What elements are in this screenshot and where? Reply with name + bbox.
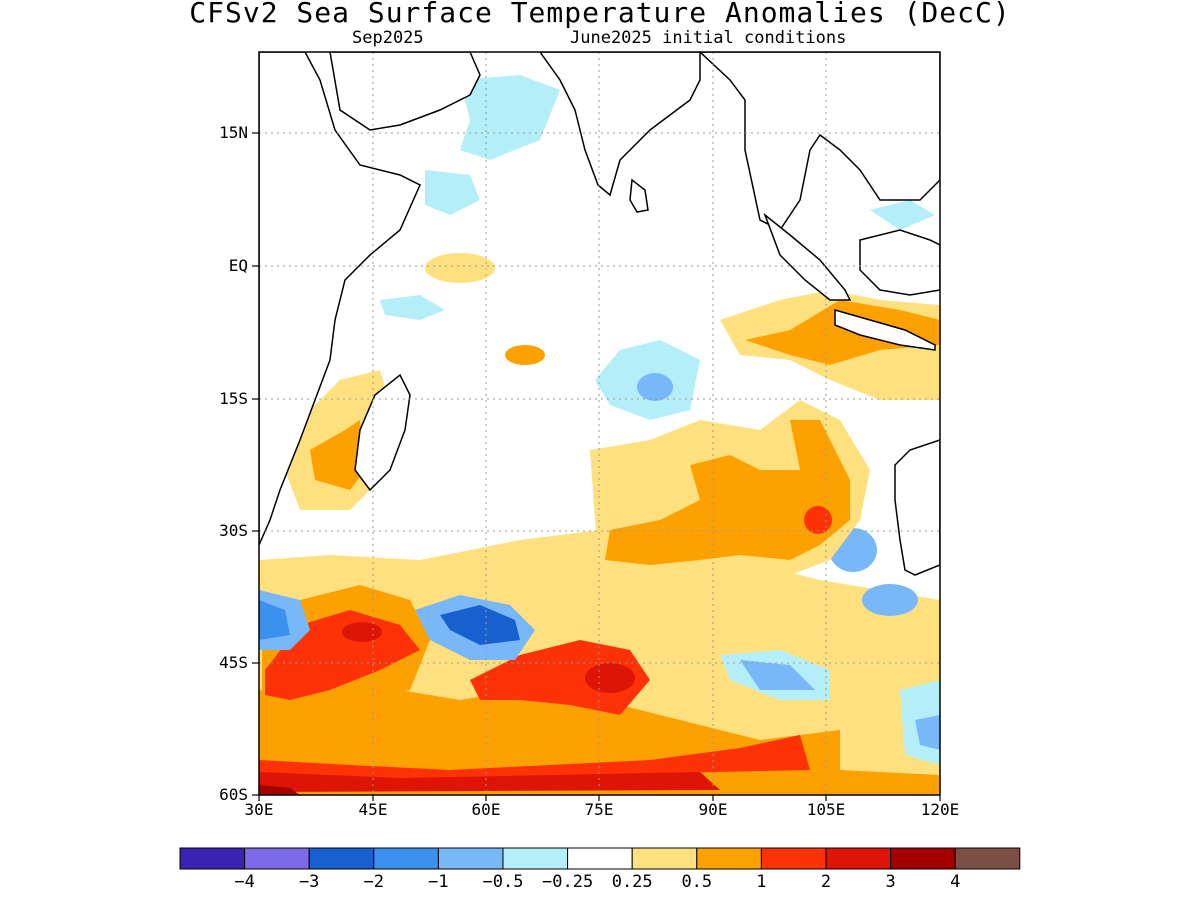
anomaly-region-south-of-australia-blue <box>862 584 918 616</box>
colorbar-label: 4 <box>950 872 961 892</box>
anomaly-region-madagascar-orange <box>310 420 365 490</box>
lon-label: 120E <box>920 800 960 819</box>
colorbar <box>179 847 1021 870</box>
lon-label: 105E <box>806 800 846 819</box>
colorbar-swatch <box>437 847 504 870</box>
colorbar-swatch <box>890 847 956 870</box>
lat-label: 45S <box>219 653 248 672</box>
india-coastline <box>539 52 701 197</box>
colorbar-label: 0.5 <box>681 872 713 892</box>
anomaly-region-westeq-lightblue <box>380 295 445 320</box>
colorbar-swatch <box>696 847 762 870</box>
madagascar-coastline <box>354 373 411 492</box>
anomaly-region-somali-lightblue <box>425 170 480 215</box>
colorbar-swatch <box>631 847 698 870</box>
colorbar-swatch <box>567 847 633 870</box>
forecast-month: Sep2025 <box>352 28 424 48</box>
colorbar-label: 3 <box>885 872 896 892</box>
anomaly-region-indonesia-orange <box>745 300 940 365</box>
colorbar-label: −1 <box>428 872 449 892</box>
africa-coastline <box>259 52 421 546</box>
colorbar-swatch <box>179 847 246 870</box>
anomaly-region-west-darkred <box>342 622 382 642</box>
arabia-coastline <box>329 52 481 131</box>
lat-label: 15S <box>219 389 248 408</box>
map-title: CFSv2 Sea Surface Temperature Anomalies … <box>189 0 1011 29</box>
lon-label: 45E <box>358 800 388 819</box>
colorbar-label: −3 <box>298 872 320 892</box>
colorbar-label: 2 <box>820 872 832 892</box>
anomaly-region-equatorial-yellow <box>425 253 495 283</box>
anomaly-region-east-blue-core <box>915 715 940 750</box>
colorbar-label: −4 <box>234 872 255 892</box>
anomaly-region-south-red <box>259 735 810 782</box>
anomaly-region-central-darkred <box>585 663 635 693</box>
colorbar-label: 0.25 <box>611 872 653 892</box>
anomaly-field <box>259 75 940 795</box>
anomaly-region-arabian-lightblue <box>460 75 560 160</box>
anomaly-region-southeast-blue-core <box>740 660 815 690</box>
anomaly-region-central-blue <box>637 373 673 401</box>
sumatra-coastline <box>763 212 852 301</box>
anomaly-region-central-red-spot <box>804 506 832 534</box>
lon-label: 30E <box>244 800 274 819</box>
colorbar-label: −2 <box>363 872 385 892</box>
lon-label: 75E <box>584 800 614 819</box>
colorbar-swatch <box>825 847 892 870</box>
colorbar-swatch <box>954 847 1021 870</box>
lat-label: 60S <box>219 785 248 804</box>
lon-label: 60E <box>471 800 501 819</box>
colorbar-swatch <box>373 847 439 870</box>
colorbar-swatch <box>502 847 569 870</box>
anomaly-region-southcentral-blue-core <box>440 605 520 645</box>
colorbar-swatch <box>760 847 827 870</box>
axis-ticks <box>252 132 941 801</box>
colorbar-label: −0.5 <box>482 872 524 892</box>
sri-lanka-coastline <box>629 178 649 213</box>
lat-label: EQ <box>228 256 248 275</box>
australia-coastline <box>894 439 940 576</box>
colorbar-swatch <box>244 847 310 870</box>
lat-label: 15N <box>219 123 248 142</box>
anomaly-region-south-darkred <box>259 772 720 792</box>
anomaly-region-equatorial-orange <box>505 345 545 365</box>
graticule <box>259 52 940 795</box>
initial-conditions: June2025 initial conditions <box>570 28 847 48</box>
anomaly-region-central-orange <box>605 420 850 565</box>
anomaly-region-thai-lightblue <box>870 200 935 230</box>
lon-label: 90E <box>698 800 728 819</box>
java-coastline <box>834 309 936 351</box>
colorbar-label: 1 <box>756 872 767 892</box>
colorbar-label: −0.25 <box>542 872 594 892</box>
lat-label: 30S <box>219 521 248 540</box>
southeast-asia-coastline <box>698 52 940 231</box>
colorbar-swatch <box>308 847 375 870</box>
borneo-coastline <box>859 229 940 296</box>
land <box>259 52 940 576</box>
anomaly-region-south-maroon <box>259 785 300 795</box>
anomaly-region-southwest-blue-core <box>259 600 290 640</box>
